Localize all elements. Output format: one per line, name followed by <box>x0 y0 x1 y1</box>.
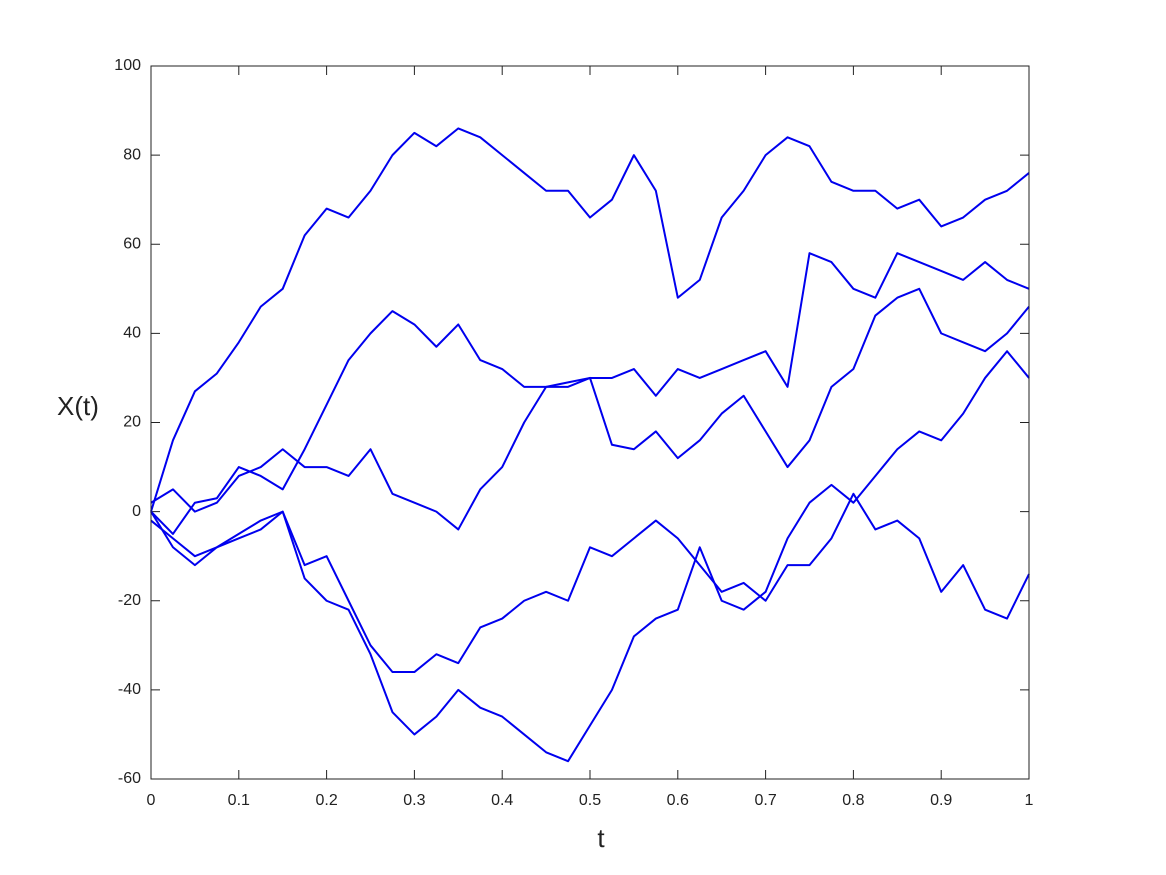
x-tick-label: 1 <box>1025 792 1034 809</box>
x-tick-label: 0.5 <box>579 792 601 809</box>
x-tick-label: 0.2 <box>315 792 337 809</box>
x-tick-label: 0.4 <box>491 792 513 809</box>
y-axis-label: X(t) <box>57 391 99 421</box>
x-tick-label: 0.7 <box>754 792 776 809</box>
x-tick-label: 0.1 <box>228 792 250 809</box>
x-axis-label: t <box>597 823 605 853</box>
x-tick-label: 0 <box>147 792 156 809</box>
series-line <box>150 127 1030 512</box>
y-tick-label: 100 <box>114 57 141 74</box>
y-tick-label: 80 <box>123 146 141 163</box>
x-tick-label: 0.9 <box>930 792 952 809</box>
y-tick-label: 40 <box>123 325 141 342</box>
plot-frame <box>150 65 1030 780</box>
y-tick-label: -20 <box>118 592 141 609</box>
y-tick-label: 60 <box>123 235 141 252</box>
x-tick-label: 0.6 <box>667 792 689 809</box>
series-line <box>150 492 1030 674</box>
y-tick-label: 0 <box>132 503 141 520</box>
y-tick-label: -40 <box>118 681 141 698</box>
y-tick-label: 20 <box>123 414 141 431</box>
series-line <box>150 287 1030 531</box>
y-tick-label: -60 <box>118 770 141 787</box>
x-tick-label: 0.8 <box>842 792 864 809</box>
series-line <box>150 350 1030 763</box>
x-tick-label: 0.3 <box>403 792 425 809</box>
